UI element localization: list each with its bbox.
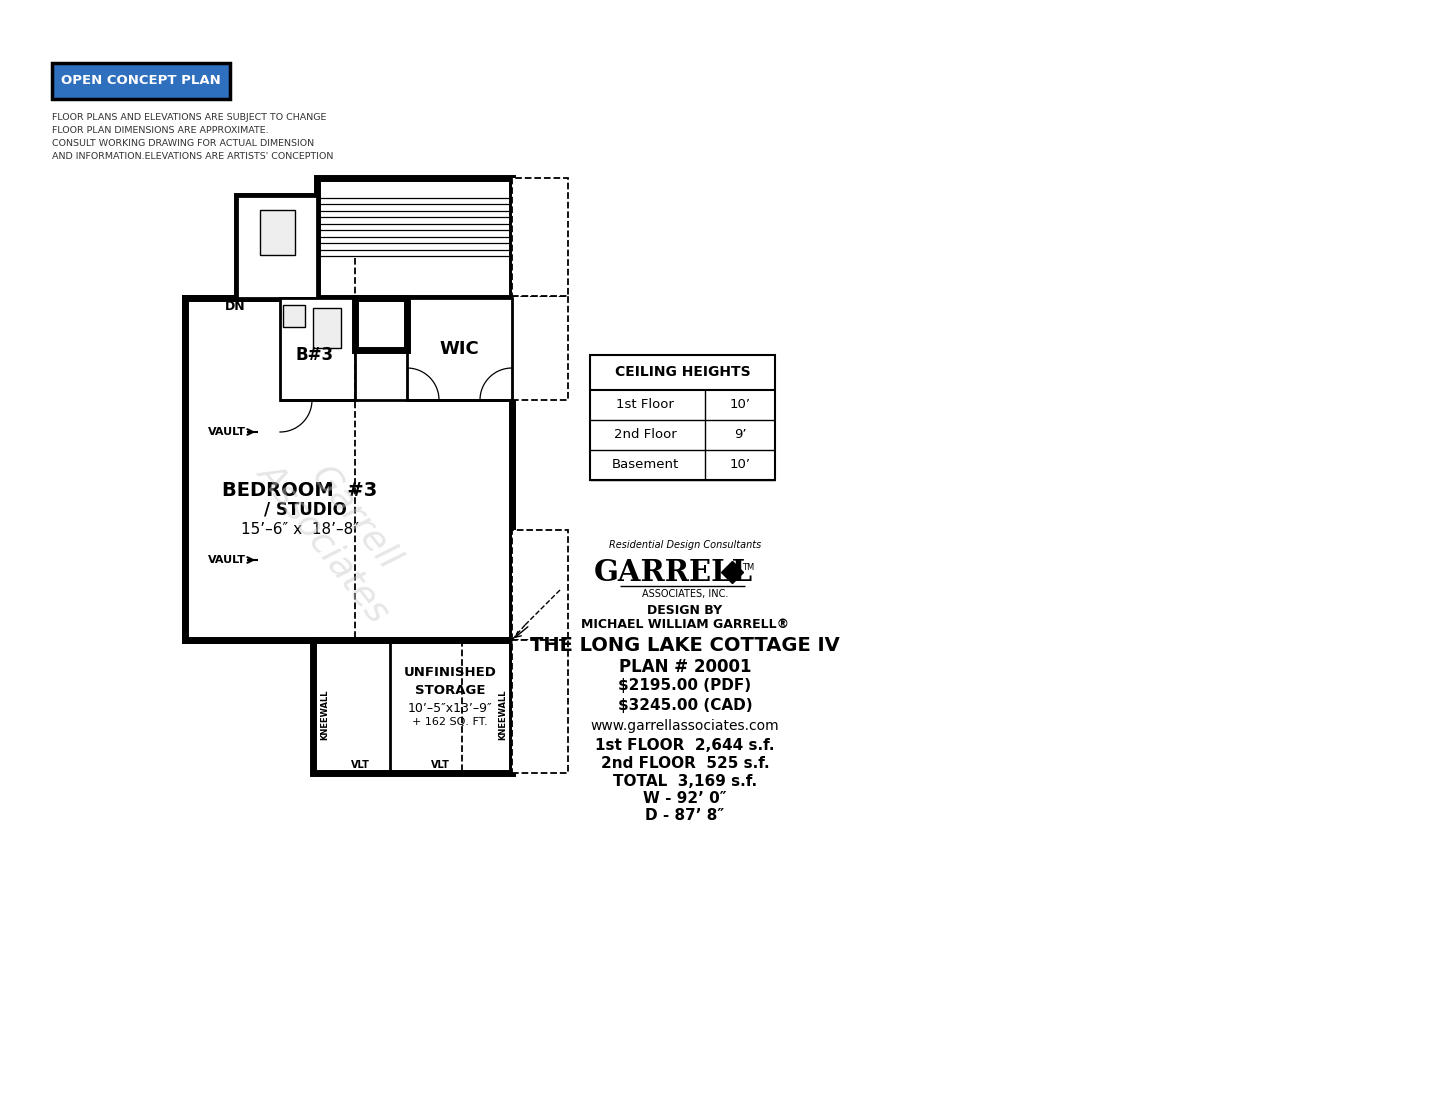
Text: $2195.00 (PDF): $2195.00 (PDF)	[618, 678, 751, 693]
Bar	[185, 298, 512, 640]
Text: 15’–6″ x  18’–8″: 15’–6″ x 18’–8″	[241, 523, 358, 537]
Bar	[590, 355, 775, 480]
Text: PLAN # 20001: PLAN # 20001	[618, 658, 751, 676]
Text: BEDROOM  #3: BEDROOM #3	[223, 480, 377, 499]
FancyBboxPatch shape	[52, 63, 230, 99]
Text: Residential Design Consultants: Residential Design Consultants	[608, 540, 762, 550]
Bar	[314, 308, 341, 349]
Bar	[512, 296, 568, 400]
Bar	[355, 298, 407, 350]
Text: TM: TM	[741, 563, 754, 573]
Text: 2nd FLOOR  525 s.f.: 2nd FLOOR 525 s.f.	[601, 756, 769, 771]
Text: Garrell
Associates: Garrell Associates	[251, 432, 428, 628]
Text: STORAGE: STORAGE	[415, 684, 486, 697]
Text: 9’: 9’	[734, 429, 746, 441]
Bar	[314, 640, 512, 773]
Text: CEILING HEIGHTS: CEILING HEIGHTS	[614, 365, 750, 380]
Text: GARRELL: GARRELL	[594, 558, 753, 588]
Bar	[316, 178, 512, 298]
Bar	[237, 195, 512, 298]
Text: TOTAL  3,169 s.f.: TOTAL 3,169 s.f.	[613, 774, 757, 789]
Text: W - 92’ 0″: W - 92’ 0″	[643, 791, 727, 806]
Text: $3245.00 (CAD): $3245.00 (CAD)	[617, 698, 753, 713]
Text: Basement: Basement	[611, 458, 679, 471]
Text: UNFINISHED: UNFINISHED	[403, 666, 497, 678]
Bar	[407, 298, 512, 400]
Text: KNEEWALL: KNEEWALL	[321, 690, 329, 741]
Text: 10’: 10’	[730, 458, 750, 471]
Bar	[512, 640, 568, 773]
Text: AND INFORMATION.ELEVATIONS ARE ARTISTS' CONCEPTION: AND INFORMATION.ELEVATIONS ARE ARTISTS' …	[52, 152, 334, 161]
Text: KNEEWALL: KNEEWALL	[499, 690, 507, 741]
Text: / STUDIO: / STUDIO	[263, 502, 347, 519]
Text: B#3: B#3	[296, 346, 334, 364]
Text: ASSOCIATES, INC.: ASSOCIATES, INC.	[642, 589, 728, 599]
Text: 1st FLOOR  2,644 s.f.: 1st FLOOR 2,644 s.f.	[595, 738, 775, 753]
Text: VLT: VLT	[431, 760, 449, 770]
Text: 10’: 10’	[730, 399, 750, 411]
Text: THE LONG LAKE COTTAGE IV: THE LONG LAKE COTTAGE IV	[530, 636, 840, 655]
Bar	[512, 178, 568, 296]
Text: WIC: WIC	[439, 340, 478, 359]
Text: OPEN CONCEPT PLAN: OPEN CONCEPT PLAN	[61, 75, 221, 87]
Text: 1st Floor: 1st Floor	[616, 399, 673, 411]
Bar	[280, 298, 355, 400]
Text: CONSULT WORKING DRAWING FOR ACTUAL DIMENSION: CONSULT WORKING DRAWING FOR ACTUAL DIMEN…	[52, 139, 314, 147]
Bar	[237, 195, 316, 298]
Text: 10’–5″x13’–9″: 10’–5″x13’–9″	[407, 701, 493, 715]
Bar	[283, 305, 305, 327]
Text: + 162 SQ. FT.: + 162 SQ. FT.	[412, 717, 488, 727]
Text: MICHAEL WILLIAM GARRELL®: MICHAEL WILLIAM GARRELL®	[581, 618, 789, 631]
Bar	[185, 298, 512, 640]
Text: VLT: VLT	[351, 760, 370, 770]
Bar	[260, 210, 295, 255]
Text: FLOOR PLAN DIMENSIONS ARE APPROXIMATE.: FLOOR PLAN DIMENSIONS ARE APPROXIMATE.	[52, 126, 269, 135]
Text: www.garrellassociates.com: www.garrellassociates.com	[591, 719, 779, 733]
Text: 2nd Floor: 2nd Floor	[614, 429, 676, 441]
Text: FLOOR PLANS AND ELEVATIONS ARE SUBJECT TO CHANGE: FLOOR PLANS AND ELEVATIONS ARE SUBJECT T…	[52, 113, 327, 122]
Text: DN: DN	[225, 299, 246, 313]
Text: DESIGN BY: DESIGN BY	[647, 604, 722, 617]
Bar	[512, 529, 568, 640]
Text: VAULT: VAULT	[208, 555, 246, 565]
Text: D - 87’ 8″: D - 87’ 8″	[646, 808, 724, 823]
Text: VAULT: VAULT	[208, 427, 246, 437]
